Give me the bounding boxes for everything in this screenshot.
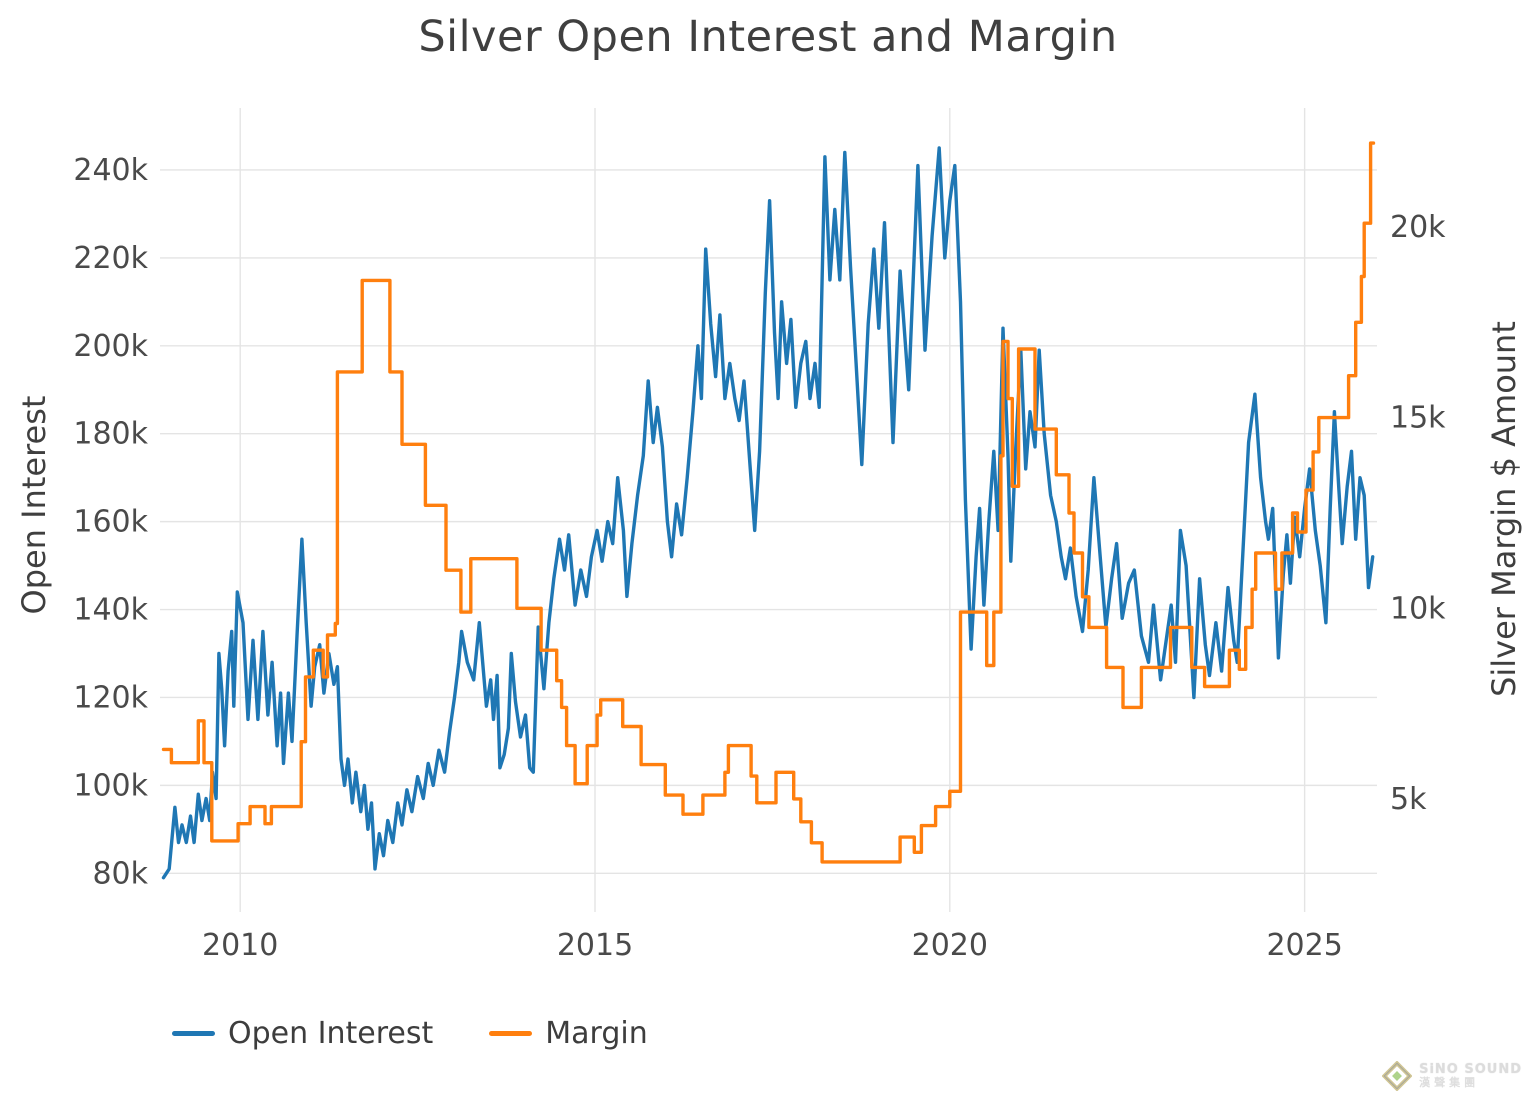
y-tick-label-left: 100k bbox=[73, 768, 148, 803]
legend-item-open-interest[interactable]: Open Interest bbox=[172, 1016, 433, 1051]
y-tick-label-left: 180k bbox=[73, 417, 148, 452]
sino-sound-logo: SiNO SOUND 漢聲集團 bbox=[1382, 1061, 1522, 1091]
logo-chinese-text: 漢聲集團 bbox=[1419, 1076, 1480, 1090]
legend-label-margin: Margin bbox=[545, 1016, 648, 1051]
series-line-margin bbox=[161, 141, 1376, 864]
y-tick-label-left: 160k bbox=[73, 505, 148, 540]
logo-brand-text: SiNO SOUND bbox=[1419, 1061, 1522, 1077]
x-tick-label: 2025 bbox=[1266, 928, 1342, 963]
diamond-gem-icon bbox=[1382, 1061, 1413, 1091]
y-tick-label-right: 20k bbox=[1390, 210, 1446, 245]
y-tick-label-right: 5k bbox=[1390, 782, 1427, 817]
y-tick-label-right: 10k bbox=[1390, 591, 1446, 626]
y-tick-label-left: 200k bbox=[73, 329, 148, 364]
y-tick-label-left: 80k bbox=[92, 856, 148, 891]
x-tick-label: 2010 bbox=[202, 928, 278, 963]
x-tick-label: 2015 bbox=[557, 928, 633, 963]
open-interest-line-swatch bbox=[172, 1031, 215, 1036]
y-tick-label-left: 240k bbox=[73, 153, 148, 188]
legend-item-margin[interactable]: Margin bbox=[489, 1016, 648, 1051]
y-tick-label-left: 140k bbox=[73, 593, 148, 628]
y-tick-label-left: 220k bbox=[73, 241, 148, 276]
x-tick-label: 2020 bbox=[912, 928, 988, 963]
y-tick-label-left: 120k bbox=[73, 680, 148, 715]
y-axis-label-right: Silver Margin $ Amount bbox=[1485, 321, 1523, 697]
chart-title: Silver Open Interest and Margin bbox=[418, 12, 1118, 62]
y-tick-label-right: 15k bbox=[1390, 401, 1446, 436]
legend-label-open-interest: Open Interest bbox=[228, 1016, 434, 1051]
legend: Open Interest Margin bbox=[172, 1016, 648, 1051]
y-axis-label-left: Open Interest bbox=[15, 395, 53, 615]
series-line-open-interest bbox=[161, 146, 1375, 880]
margin-line-swatch bbox=[489, 1031, 533, 1036]
